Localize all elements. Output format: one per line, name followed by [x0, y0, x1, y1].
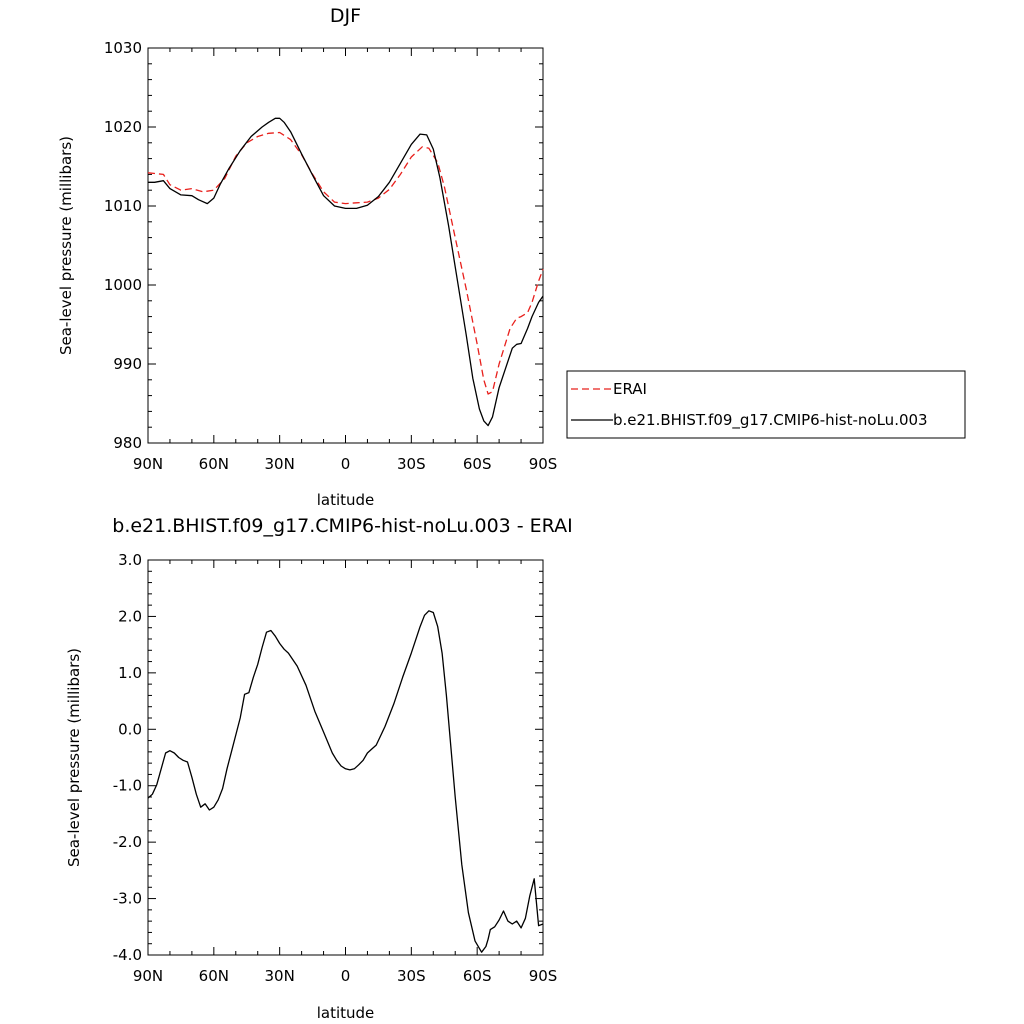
- x-tick-label: 30S: [397, 455, 426, 473]
- series-line-erai: [147, 131, 544, 395]
- y-tick-label: 3.0: [118, 551, 142, 569]
- x-axis-label: latitude: [317, 491, 375, 509]
- y-tick-label: 1010: [104, 197, 142, 215]
- y-tick-label: -3.0: [113, 890, 142, 908]
- y-tick-label: 1030: [104, 39, 142, 57]
- legend-label: b.e21.BHIST.f09_g17.CMIP6-hist-noLu.003: [613, 411, 928, 430]
- x-tick-label: 0: [341, 967, 351, 985]
- y-tick-label: 1.0: [118, 664, 142, 682]
- y-tick-label: 990: [113, 355, 142, 373]
- y-tick-label: 1020: [104, 118, 142, 136]
- legend-label: ERAI: [613, 380, 647, 398]
- x-tick-label: 90S: [529, 967, 558, 985]
- x-tick-label: 90N: [133, 455, 163, 473]
- y-tick-label: 2.0: [118, 607, 142, 625]
- series-line-model: [148, 117, 544, 427]
- y-axis-label: Sea-level pressure (millibars): [65, 648, 83, 867]
- x-axis-label: latitude: [317, 1004, 375, 1022]
- x-tick-label: 60S: [463, 455, 492, 473]
- plot-frame: [147, 47, 544, 444]
- chart-title: DJF: [330, 5, 361, 27]
- x-tick-label: 90S: [529, 455, 558, 473]
- y-tick-label: 1000: [104, 276, 142, 294]
- x-tick-label: 0: [341, 455, 351, 473]
- y-tick-label: 980: [113, 434, 142, 452]
- x-tick-label: 30N: [265, 455, 295, 473]
- y-axis-label: Sea-level pressure (millibars): [57, 136, 75, 355]
- chart-title: b.e21.BHIST.f09_g17.CMIP6-hist-noLu.003 …: [112, 515, 572, 537]
- chart-panel-1: DJF 90N 60N 30N 0 30S 60S 90S 980 990 1000 1010 1020…: [57, 5, 557, 509]
- y-tick-label: 0.0: [118, 720, 142, 738]
- series-line-difference: [147, 610, 544, 953]
- chart-panel-2: b.e21.BHIST.f09_g17.CMIP6-hist-noLu.003 …: [65, 515, 573, 1022]
- x-tick-label: 60S: [463, 967, 492, 985]
- x-tick-label: 60N: [199, 455, 229, 473]
- plot-frame: [147, 559, 544, 956]
- y-tick-label: -2.0: [113, 833, 142, 851]
- y-tick-label: -1.0: [113, 777, 142, 795]
- x-tick-label: 30N: [265, 967, 295, 985]
- y-tick-label: -4.0: [113, 946, 142, 964]
- x-tick-label: 60N: [199, 967, 229, 985]
- x-tick-label: 90N: [133, 967, 163, 985]
- legend: ERAI b.e21.BHIST.f09_g17.CMIP6-hist-noLu.…: [566, 370, 966, 439]
- x-tick-label: 30S: [397, 967, 426, 985]
- legend-box: [566, 370, 966, 439]
